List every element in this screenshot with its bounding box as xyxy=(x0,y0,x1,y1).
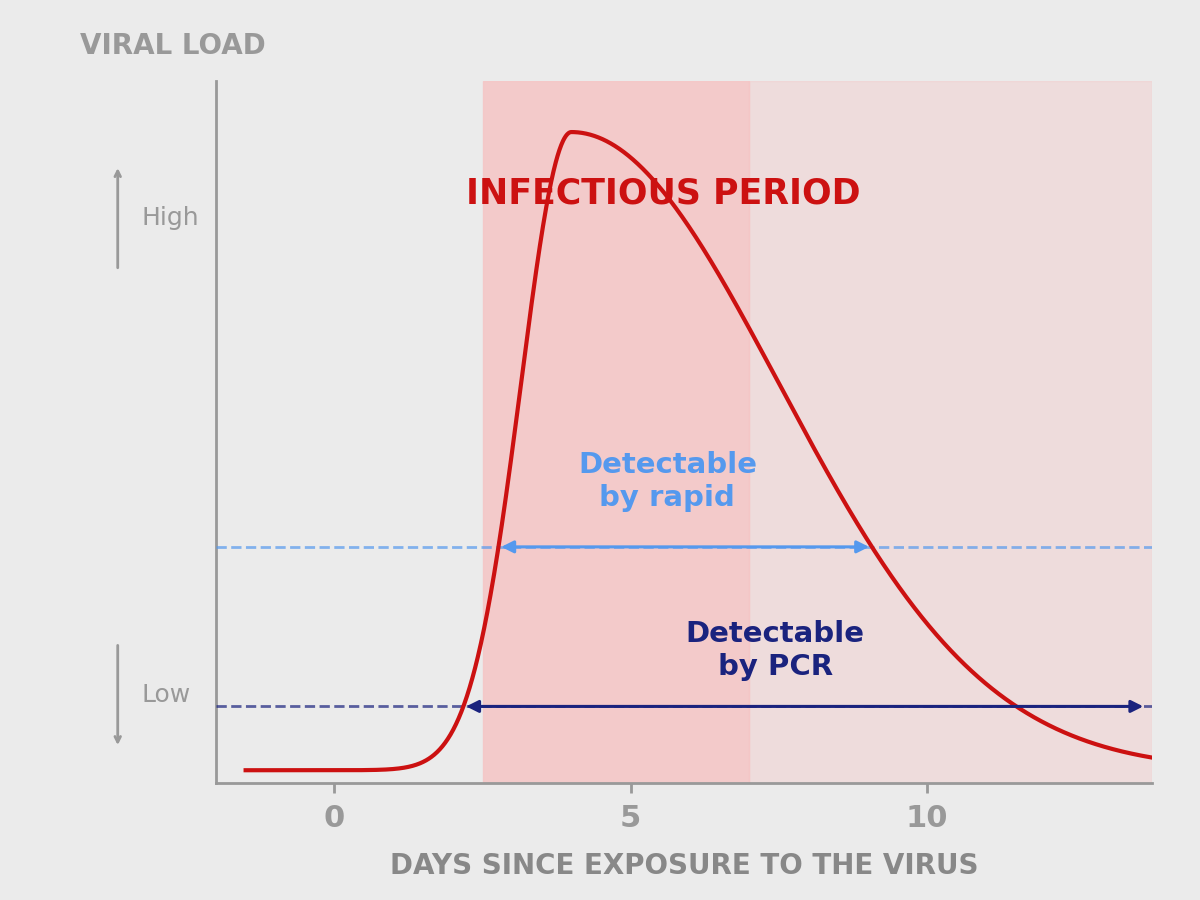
Bar xyxy=(749,81,1152,783)
Bar xyxy=(482,81,749,783)
Text: Detectable
by PCR: Detectable by PCR xyxy=(685,620,865,681)
Text: VIRAL LOAD: VIRAL LOAD xyxy=(80,32,266,60)
Text: High: High xyxy=(142,206,199,230)
Text: INFECTIOUS PERIOD: INFECTIOUS PERIOD xyxy=(466,176,860,211)
Text: Detectable
by rapid: Detectable by rapid xyxy=(578,452,757,512)
X-axis label: DAYS SINCE EXPOSURE TO THE VIRUS: DAYS SINCE EXPOSURE TO THE VIRUS xyxy=(390,852,978,880)
Text: Low: Low xyxy=(142,683,191,707)
